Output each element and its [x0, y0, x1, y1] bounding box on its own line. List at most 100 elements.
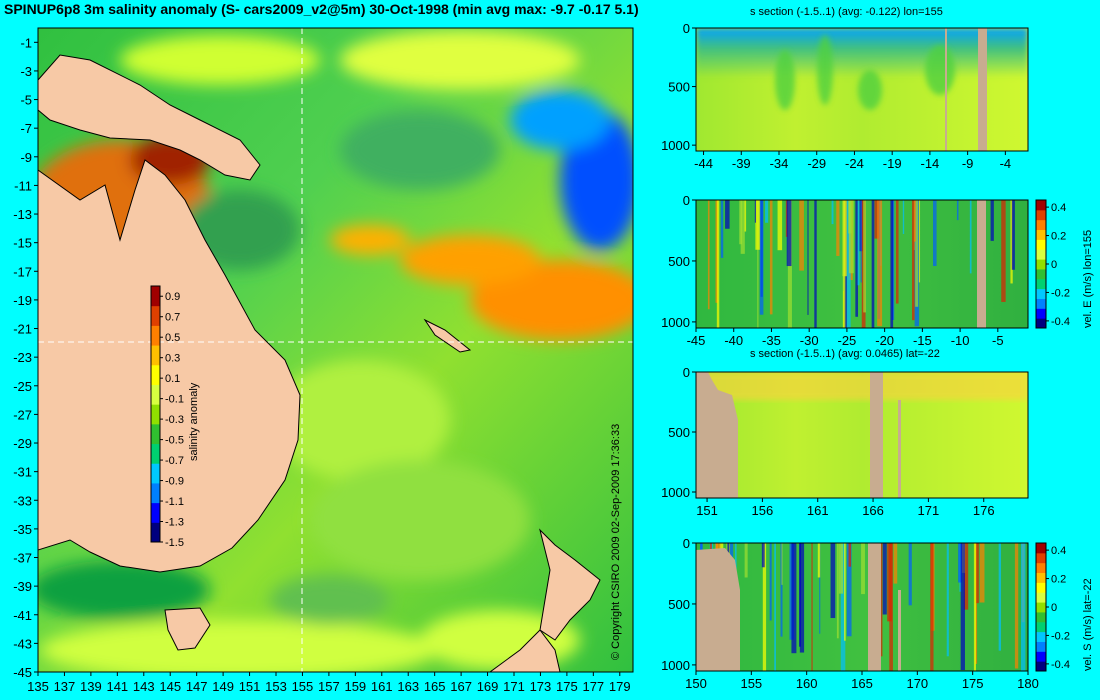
copyright-text: © Copyright CSIRO 2009 02-Sep-2009 17:36…	[610, 423, 622, 660]
section-x-tick-label: 155	[740, 676, 762, 691]
section-y-tick-label: 1000	[661, 315, 690, 330]
velocity-stripe	[889, 543, 893, 671]
map-x-tick-label: 141	[106, 679, 128, 694]
section-colorbar-swatch	[1036, 219, 1046, 231]
velocity-stripe	[846, 200, 851, 328]
velocity-stripe	[1021, 543, 1026, 671]
velocity-stripe	[857, 200, 860, 286]
velocity-stripe	[791, 543, 797, 654]
map-colorbar-swatch	[151, 443, 160, 464]
map-y-tick-label: -9	[20, 150, 32, 165]
velocity-stripe	[844, 543, 846, 641]
velocity-stripe	[998, 543, 1002, 651]
velocity-stripe	[1001, 200, 1006, 302]
map-x-tick-label: 165	[424, 679, 446, 694]
section-1-frame	[695, 27, 1029, 152]
section-colorbars: 0.4 0.2 0 -0.2 -0.4 vel. E (m/s) lon=155 0.4 0.…	[1035, 199, 1094, 672]
section-x-tick-label: 171	[918, 503, 940, 518]
section-x-tick-label: 150	[685, 676, 707, 691]
map-x-tick-label: 151	[239, 679, 261, 694]
section-colorbar-swatch	[1036, 239, 1046, 250]
section-colorbar-swatch	[1036, 641, 1046, 652]
velocity-stripe	[754, 200, 756, 223]
section-x-tick-label: -20	[875, 333, 894, 348]
map-y-tick-label: -13	[13, 207, 32, 222]
section-x-tick-label: -24	[845, 156, 864, 171]
velocity-stripe	[956, 200, 959, 221]
map-x-tick-label: 135	[27, 679, 49, 694]
map-colorbar-swatch	[151, 522, 160, 543]
velocity-stripe	[914, 200, 916, 242]
map-x-tick-label: 169	[477, 679, 499, 694]
section-colorbar-swatch	[1036, 651, 1046, 662]
section-colorbar-label: vel. E (m/s) lon=155	[1082, 230, 1094, 328]
map-colorbar-swatch	[151, 423, 160, 445]
map-colorbar-tick-label: -1.3	[165, 517, 184, 529]
section-x-tick-label: -9	[962, 156, 974, 171]
section-colorbar-swatch	[1036, 200, 1046, 211]
velocity-stripe	[769, 543, 772, 621]
velocity-stripe	[1010, 200, 1013, 284]
salinity-map: 135 137 139 141 143 145 147 149 151 153 155 157 159 1…	[13, 27, 634, 694]
map-y-tick-label: -31	[13, 465, 32, 480]
map-x-tick-label: 153	[265, 679, 287, 694]
map-x-tick-label: 145	[159, 679, 181, 694]
map-y-tick-label: -15	[13, 236, 32, 251]
section-x-tick-label: -15	[913, 333, 932, 348]
velocity-stripe	[807, 200, 809, 315]
map-x-tick-label: 167	[450, 679, 472, 694]
map-colorbar-tick-label: 0.7	[165, 312, 180, 324]
map-x-tick-label: 139	[80, 679, 102, 694]
section-colorbar-label: vel. S (m/s) lat=-22	[1082, 578, 1094, 671]
velocity-stripe	[969, 200, 972, 274]
velocity-stripe	[915, 200, 919, 307]
section-colorbar-swatch	[1036, 621, 1046, 633]
map-colorbar-tick-label: -0.3	[165, 414, 184, 426]
velocity-stripe	[761, 543, 765, 568]
section-x-tick-label: -10	[951, 333, 970, 348]
map-colorbar: 0.9 0.7 0.5 0.3 0.1 -0.1 -0.3 -0.5 -0.7 -0.9 -1.1 -…	[150, 285, 184, 549]
australia	[38, 159, 301, 573]
section-x-tick-label: 160	[796, 676, 818, 691]
map-y-tick-label: -7	[20, 121, 32, 136]
map-colorbar-swatch	[151, 404, 160, 425]
velocity-stripe	[895, 200, 899, 304]
landmasses	[38, 54, 601, 672]
map-y-tick-label: -11	[14, 178, 32, 193]
map-colorbar-swatch	[151, 345, 160, 366]
section-colorbar-swatch	[1036, 592, 1046, 603]
map-y-tick-label: -39	[13, 579, 32, 594]
section-x-tick-label: -29	[807, 156, 826, 171]
section-3-title: s section (-1.5..1) (avg: 0.0465) lat=-2…	[750, 348, 940, 360]
section-colorbar-swatch	[1036, 288, 1046, 299]
velocity-stripe	[759, 200, 764, 315]
map-y-tick-label: -3	[20, 64, 32, 79]
map-colorbar-tick-label: 0.3	[165, 353, 180, 365]
map-x-tick-label: 157	[318, 679, 340, 694]
section-y-tick-label: 0	[683, 365, 690, 380]
section-colorbar-swatch	[1036, 611, 1046, 623]
section-colorbar-swatch	[1036, 572, 1046, 583]
map-colorbar-tick-label: -1.1	[165, 496, 184, 508]
section-colorbar-swatch	[1036, 631, 1046, 642]
section-x-tick-label: -35	[762, 333, 781, 348]
velocity-stripe	[780, 543, 783, 637]
section-y-tick-label: 1000	[661, 658, 690, 673]
map-x-tick-label: 161	[371, 679, 393, 694]
velocity-stripe	[990, 200, 994, 241]
map-x-ticks: 135 137 139 141 143 145 147 149 151 153 155 157 159 1…	[27, 672, 631, 694]
section-x-tick-label: -4	[1000, 156, 1012, 171]
section-colorbar-tick-label: 0.2	[1051, 231, 1066, 243]
map-x-tick-label: 179	[609, 679, 631, 694]
section-1-field	[696, 28, 1028, 151]
section-colorbar-swatch	[1036, 552, 1046, 564]
velocity-stripe	[716, 200, 720, 328]
velocity-stripe	[720, 200, 724, 258]
map-colorbar-tick-label: 0.9	[165, 291, 180, 303]
velocity-stripe	[817, 543, 821, 578]
map-colorbar-tick-label: -0.1	[165, 394, 184, 406]
map-colorbar-swatch	[151, 325, 160, 346]
velocity-stripe	[799, 543, 805, 653]
